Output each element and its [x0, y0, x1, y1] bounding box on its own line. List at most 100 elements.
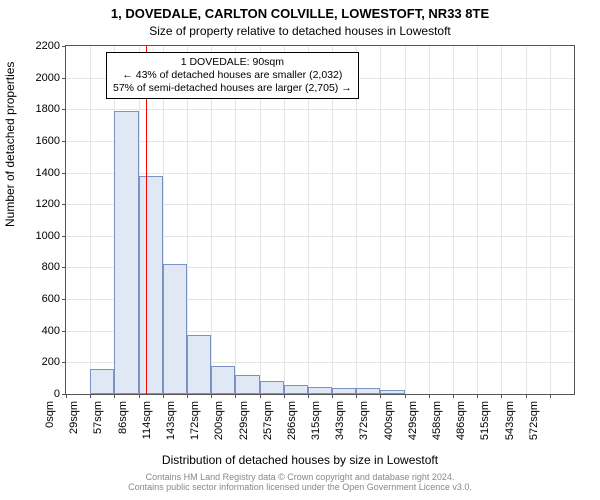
y-tick-mark	[62, 173, 66, 174]
gridline-v	[477, 46, 478, 394]
gridline-v	[501, 46, 502, 394]
x-tick-label: 114sqm	[141, 401, 153, 451]
y-tick-label: 1800	[36, 103, 60, 115]
x-tick-label: 315sqm	[310, 401, 322, 451]
plot-area: 0200400600800100012001400160018002000220…	[65, 45, 575, 395]
x-tick-mark	[211, 394, 212, 398]
x-tick-label: 515sqm	[479, 401, 491, 451]
x-tick-label: 86sqm	[117, 401, 129, 451]
y-tick-mark	[62, 362, 66, 363]
x-tick-label: 257sqm	[262, 401, 274, 451]
y-tick-label: 2200	[36, 40, 60, 52]
y-tick-label: 600	[42, 293, 60, 305]
y-tick-label: 200	[42, 356, 60, 368]
x-tick-mark	[429, 394, 430, 398]
gridline-v	[526, 46, 527, 394]
x-tick-mark	[284, 394, 285, 398]
chart-title-sub: Size of property relative to detached ho…	[0, 24, 600, 38]
histogram-bar	[380, 390, 404, 394]
credit-line-1: Contains HM Land Registry data © Crown c…	[0, 472, 600, 482]
gridline-v	[550, 46, 551, 394]
histogram-bar	[308, 387, 332, 394]
x-tick-mark	[501, 394, 502, 398]
x-tick-label: 172sqm	[189, 401, 201, 451]
y-tick-mark	[62, 331, 66, 332]
x-tick-label: 543sqm	[504, 401, 516, 451]
y-tick-mark	[62, 299, 66, 300]
y-tick-label: 800	[42, 261, 60, 273]
x-tick-mark	[66, 394, 67, 398]
histogram-bar	[163, 264, 187, 394]
y-tick-label: 1200	[36, 198, 60, 210]
histogram-bar	[260, 381, 284, 394]
y-tick-label: 400	[42, 325, 60, 337]
credit-line-2: Contains public sector information licen…	[0, 482, 600, 492]
y-tick-label: 1600	[36, 135, 60, 147]
x-tick-label: 57sqm	[92, 401, 104, 451]
credits: Contains HM Land Registry data © Crown c…	[0, 472, 600, 493]
x-tick-label: 286sqm	[286, 401, 298, 451]
y-axis-label: Number of detached properties	[3, 62, 17, 227]
annotation-right: 57% of semi-detached houses are larger (…	[113, 82, 352, 95]
x-tick-mark	[356, 394, 357, 398]
gridline-v	[90, 46, 91, 394]
x-tick-label: 200sqm	[213, 401, 225, 451]
gridline-v	[453, 46, 454, 394]
y-tick-mark	[62, 141, 66, 142]
x-tick-label: 29sqm	[68, 401, 80, 451]
y-tick-mark	[62, 267, 66, 268]
histogram-bar	[235, 375, 259, 394]
y-tick-mark	[62, 204, 66, 205]
gridline-v	[429, 46, 430, 394]
y-tick-label: 0	[54, 388, 60, 400]
annotation-box: 1 DOVEDALE: 90sqm ← 43% of detached hous…	[106, 52, 359, 99]
histogram-bar	[284, 385, 308, 394]
x-tick-mark	[308, 394, 309, 398]
y-tick-label: 1000	[36, 230, 60, 242]
x-tick-mark	[139, 394, 140, 398]
x-tick-label: 372sqm	[358, 401, 370, 451]
x-tick-mark	[477, 394, 478, 398]
gridline-v	[405, 46, 406, 394]
histogram-bar	[90, 369, 114, 394]
gridline-h	[66, 109, 574, 110]
gridline-h	[66, 173, 574, 174]
y-tick-mark	[62, 78, 66, 79]
annotation-title: 1 DOVEDALE: 90sqm	[113, 56, 352, 69]
histogram-bar	[356, 388, 380, 394]
x-tick-mark	[235, 394, 236, 398]
x-tick-mark	[90, 394, 91, 398]
x-tick-label: 572sqm	[528, 401, 540, 451]
histogram-bar	[187, 335, 211, 394]
x-tick-mark	[453, 394, 454, 398]
x-tick-mark	[405, 394, 406, 398]
histogram-bar	[332, 388, 356, 394]
x-tick-mark	[380, 394, 381, 398]
y-tick-label: 1400	[36, 167, 60, 179]
x-tick-label: 486sqm	[455, 401, 467, 451]
x-tick-mark	[187, 394, 188, 398]
y-tick-mark	[62, 46, 66, 47]
histogram-bar	[139, 176, 163, 394]
annotation-left: ← 43% of detached houses are smaller (2,…	[113, 69, 352, 82]
x-tick-mark	[163, 394, 164, 398]
y-tick-mark	[62, 236, 66, 237]
x-tick-label: 429sqm	[407, 401, 419, 451]
gridline-v	[380, 46, 381, 394]
chart-title-main: 1, DOVEDALE, CARLTON COLVILLE, LOWESTOFT…	[0, 6, 600, 21]
x-tick-mark	[526, 394, 527, 398]
x-tick-label: 400sqm	[383, 401, 395, 451]
x-tick-label: 0sqm	[44, 401, 56, 451]
x-tick-label: 458sqm	[431, 401, 443, 451]
x-tick-label: 343sqm	[334, 401, 346, 451]
gridline-h	[66, 141, 574, 142]
x-tick-mark	[114, 394, 115, 398]
x-axis-label: Distribution of detached houses by size …	[0, 453, 600, 467]
chart-container: 1, DOVEDALE, CARLTON COLVILLE, LOWESTOFT…	[0, 0, 600, 500]
x-tick-mark	[332, 394, 333, 398]
histogram-bar	[114, 111, 138, 394]
x-tick-mark	[550, 394, 551, 398]
x-tick-label: 143sqm	[165, 401, 177, 451]
x-tick-label: 229sqm	[238, 401, 250, 451]
y-tick-label: 2000	[36, 72, 60, 84]
